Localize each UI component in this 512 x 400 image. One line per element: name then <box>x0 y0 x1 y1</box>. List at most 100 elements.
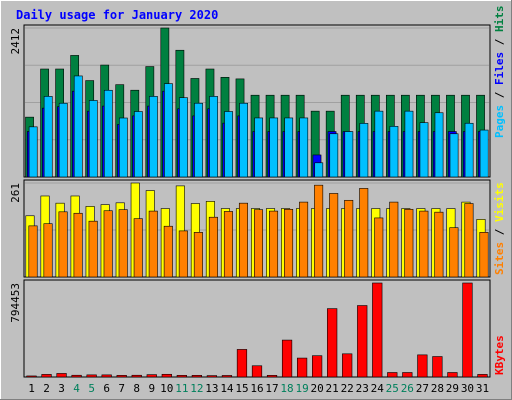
bar-pages-day-25 <box>389 126 399 178</box>
bar-pages-day-18 <box>284 117 294 178</box>
bar-sites-day-21 <box>329 193 339 278</box>
x-tick-label-day-15: 15 <box>235 382 248 395</box>
legend-mid-part-1: / <box>493 222 506 242</box>
bar-sites-day-3 <box>58 211 68 278</box>
legend-bottom: KBytes <box>493 335 506 375</box>
bar-pages-day-29 <box>449 133 459 178</box>
bar-sites-day-31 <box>479 232 489 278</box>
bar-kbytes-day-16 <box>251 365 263 378</box>
bar-kbytes-day-9 <box>146 374 157 378</box>
bar-sites-day-4 <box>73 212 83 278</box>
bar-kbytes-day-15 <box>236 349 248 378</box>
x-tick-label-day-31: 31 <box>476 382 489 395</box>
bar-kbytes-day-19 <box>296 357 308 378</box>
x-tick-label-day-13: 13 <box>205 382 218 395</box>
bar-pages-day-4 <box>73 75 83 178</box>
bar-pages-day-5 <box>88 100 98 178</box>
bar-sites-day-22 <box>344 199 354 278</box>
x-tick-label-day-17: 17 <box>265 382 278 395</box>
x-tick-label-day-27: 27 <box>416 382 429 395</box>
x-tick-label-day-14: 14 <box>220 382 234 395</box>
bar-kbytes-day-4 <box>71 374 82 378</box>
x-tick-label-day-2: 2 <box>43 382 50 395</box>
bar-pages-day-21 <box>329 133 339 178</box>
bar-pages-day-14 <box>224 111 233 178</box>
panel-mid-max-label: 261 <box>9 183 22 203</box>
legend-top: Pages / Files / Hits <box>493 6 506 139</box>
bar-pages-day-26 <box>404 110 414 178</box>
bar-pages-day-22 <box>344 131 354 178</box>
bar-sites-day-1 <box>28 225 38 278</box>
x-tick-label-day-1: 1 <box>28 382 35 395</box>
x-tick-label-day-25: 25 <box>386 382 399 395</box>
legend-mid-part-0: Sites <box>493 242 506 275</box>
bar-sites-day-14 <box>223 211 233 278</box>
legend-top-part-2: Files <box>493 52 506 85</box>
bar-sites-day-8 <box>133 218 143 278</box>
bar-pages-day-3 <box>58 102 68 178</box>
x-tick-label-day-23: 23 <box>356 382 369 395</box>
bar-pages-day-16 <box>254 117 264 178</box>
bar-kbytes-day-18 <box>281 339 293 378</box>
bar-pages-day-7 <box>119 117 128 178</box>
legend-mid: Sites / Visits <box>493 182 506 275</box>
x-tick-label-day-9: 9 <box>148 382 155 395</box>
bar-sites-day-27 <box>419 210 429 278</box>
bar-kbytes-day-24 <box>372 282 383 378</box>
bar-sites-day-29 <box>449 227 459 278</box>
bar-kbytes-day-10 <box>161 373 172 378</box>
bar-kbytes-day-29 <box>447 372 458 378</box>
bar-kbytes-day-17 <box>266 375 278 378</box>
bars-layer <box>25 27 489 378</box>
bar-sites-day-24 <box>374 217 384 278</box>
bar-pages-day-13 <box>209 96 218 178</box>
x-tick-label-day-18: 18 <box>280 382 293 395</box>
bar-kbytes-day-12 <box>191 375 202 378</box>
bar-kbytes-day-8 <box>131 374 142 378</box>
bar-kbytes-day-1 <box>26 375 37 378</box>
bar-kbytes-day-21 <box>327 308 338 378</box>
x-axis-labels: 1 2 3 4 5 6 7 8 9 10 11 12 13 14 15 16 17 18 19 20 21 22 23 24 2… <box>28 382 489 395</box>
bar-kbytes-day-22 <box>342 353 353 378</box>
bar-sites-day-16 <box>253 209 264 278</box>
bar-sites-day-23 <box>359 188 369 278</box>
legend-top-part-4: Hits <box>493 6 506 33</box>
bar-pages-day-9 <box>149 96 158 178</box>
x-tick-label-day-22: 22 <box>341 382 354 395</box>
legend-top-part-3: / <box>493 32 506 52</box>
bar-pages-day-1 <box>28 126 38 178</box>
bar-sites-day-30 <box>464 203 474 278</box>
bar-sites-day-12 <box>193 232 203 278</box>
x-tick-label-day-4: 4 <box>73 382 80 395</box>
bar-kbytes-day-13 <box>206 375 218 378</box>
x-tick-label-day-24: 24 <box>371 382 385 395</box>
panel-bottom-bg <box>23 279 491 378</box>
bar-kbytes-day-30 <box>462 282 473 378</box>
x-tick-label-day-21: 21 <box>326 382 339 395</box>
x-tick-label-day-26: 26 <box>401 382 414 395</box>
chart-title: Daily usage for January 2020 <box>16 8 218 22</box>
bar-kbytes-day-28 <box>432 356 443 378</box>
bar-sites-day-2 <box>43 223 53 278</box>
x-tick-label-day-20: 20 <box>311 382 324 395</box>
bar-sites-day-15 <box>238 202 248 278</box>
bar-pages-day-20 <box>314 162 324 178</box>
bar-sites-day-5 <box>88 220 98 278</box>
bar-pages-day-28 <box>434 112 444 178</box>
bar-pages-day-11 <box>179 97 188 178</box>
x-tick-label-day-12: 12 <box>190 382 203 395</box>
bar-kbytes-day-20 <box>312 355 323 378</box>
bar-kbytes-day-6 <box>101 374 112 378</box>
bar-pages-day-24 <box>374 110 384 178</box>
bar-kbytes-day-25 <box>387 372 398 378</box>
x-tick-label-day-8: 8 <box>133 382 140 395</box>
panel-top-max-label: 2412 <box>9 28 22 55</box>
bar-sites-day-18 <box>284 208 294 278</box>
bar-pages-day-2 <box>43 96 53 178</box>
x-tick-label-day-10: 10 <box>160 382 173 395</box>
bar-sites-day-19 <box>299 201 309 278</box>
bar-kbytes-day-14 <box>221 375 233 378</box>
bar-kbytes-day-31 <box>477 374 488 378</box>
bar-pages-day-31 <box>479 129 489 178</box>
bar-sites-day-28 <box>434 211 444 278</box>
